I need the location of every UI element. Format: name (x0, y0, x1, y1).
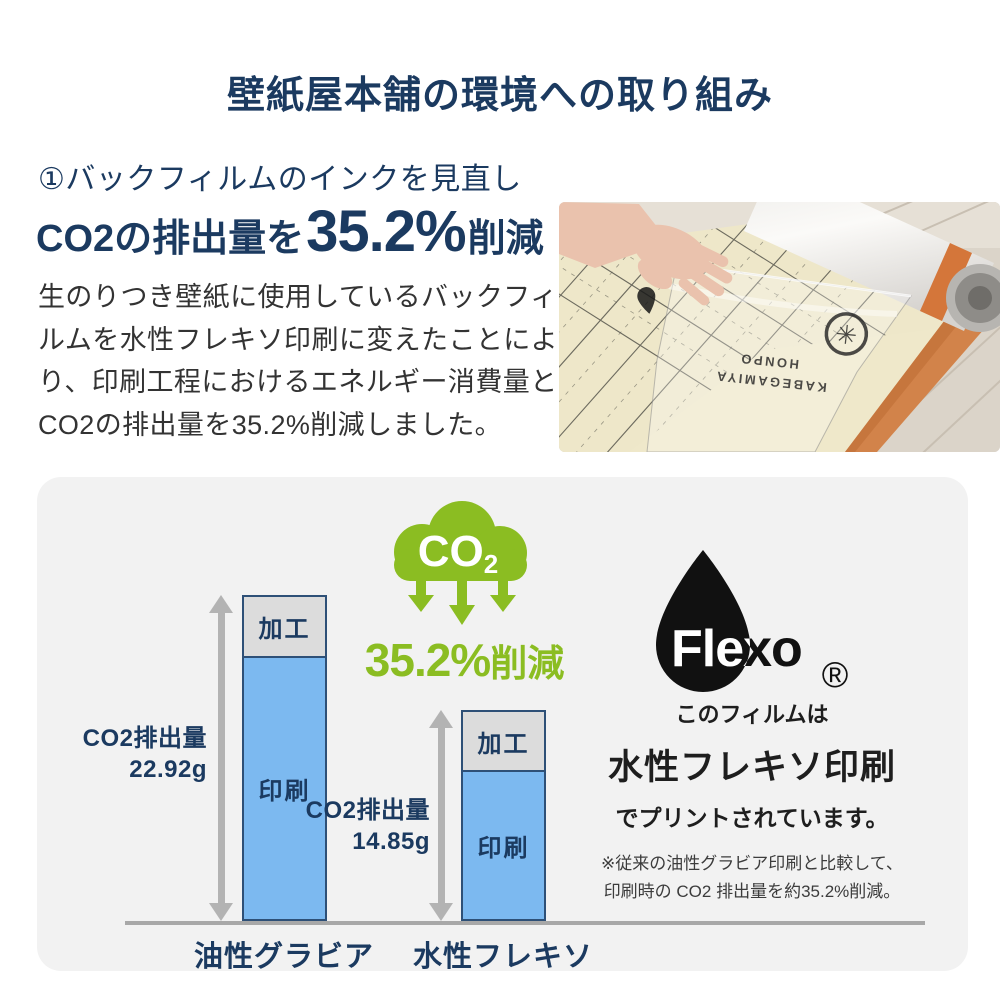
headline-value: 35.2% (306, 199, 466, 264)
transparent-film: KABEGAMIYA HONPO ✳ (646, 262, 912, 452)
film-printed-line: でプリントされています。 (615, 805, 889, 831)
flexo-wordmark: Flexo (671, 620, 802, 678)
category-label-oil-gravure: 油性グラビア (193, 941, 374, 973)
footnote: ※従来の油性グラビア印刷と比較して、 印刷時の CO2 排出量を約35.2%削減… (601, 854, 903, 902)
segment-label-printing: 印刷 (258, 778, 311, 805)
cloud-co2-label: CO2 (418, 527, 498, 579)
measure-arrow-oil-gravure (208, 595, 234, 921)
flexo-description: このフィルムは 水性フレキソ印刷 でプリントされています。 ※従来の油性グラビア… (587, 697, 917, 906)
page-title: 壁紙屋本舗の環境への取り組み (226, 75, 773, 117)
film-method-line: 水性フレキソ印刷 (607, 748, 896, 787)
product-photo: KABEGAMIYA HONPO ✳ (559, 202, 1000, 452)
section-heading: ①バックフィルムのインクを見直し (38, 163, 522, 196)
headline-prefix: CO2の排出量を (36, 218, 305, 260)
svg-text:Flexo: Flexo (671, 620, 802, 678)
segment-label-printing: 印刷 (477, 835, 530, 862)
arrow-down-icon (209, 903, 233, 921)
co2-total-oil-gravure: CO2排出量 22.92g (82, 725, 207, 784)
co2-total-water-flexo: CO2排出量 14.85g (305, 797, 430, 856)
flexo-drop-icon (656, 550, 750, 693)
film-intro-line: このフィルムは (675, 702, 829, 727)
co2-reduction-headline: CO2の排出量を 35.2% 削減 (36, 198, 544, 265)
infographic-panel: CO2排出量 22.92g 加工 印刷 油性グラビア CO2排出量 14.85g… (37, 477, 968, 973)
co2-cloud-icon: CO2 (378, 495, 548, 633)
category-label-water-flexo: 水性フレキソ (412, 941, 593, 973)
segment-label-processing: 加工 (258, 616, 311, 643)
headline-suffix: 削減 (467, 218, 544, 260)
body-paragraph: 生のりつき壁紙に使用しているバックフィルムを水性フレキソ印刷に変えたことにより、… (38, 282, 559, 440)
wallpaper-roll-illustration: KABEGAMIYA HONPO ✳ (559, 202, 1000, 452)
bar-water-flexo: 加工 印刷 (461, 710, 546, 921)
hand (559, 202, 733, 306)
chart-baseline (125, 921, 925, 925)
arrow-up-icon (209, 595, 233, 613)
film-circle-mark: ✳ (834, 318, 859, 350)
bar-oil-gravure: 加工 印刷 (242, 595, 327, 921)
registered-mark: ® (822, 654, 849, 695)
wallpaper-roll (744, 202, 1000, 332)
flexo-logo: Flexo Flexo ® (649, 547, 869, 699)
measure-arrow-water-flexo (428, 710, 454, 921)
arrow-up-icon (429, 710, 453, 728)
segment-label-processing: 加工 (477, 730, 530, 758)
arrow-down-icon (429, 903, 453, 921)
film-brand-text-2: HONPO (738, 351, 799, 372)
printed-flexo-drop-icon (637, 287, 656, 314)
reduction-percentage: 35.2% 削減 (364, 634, 565, 686)
